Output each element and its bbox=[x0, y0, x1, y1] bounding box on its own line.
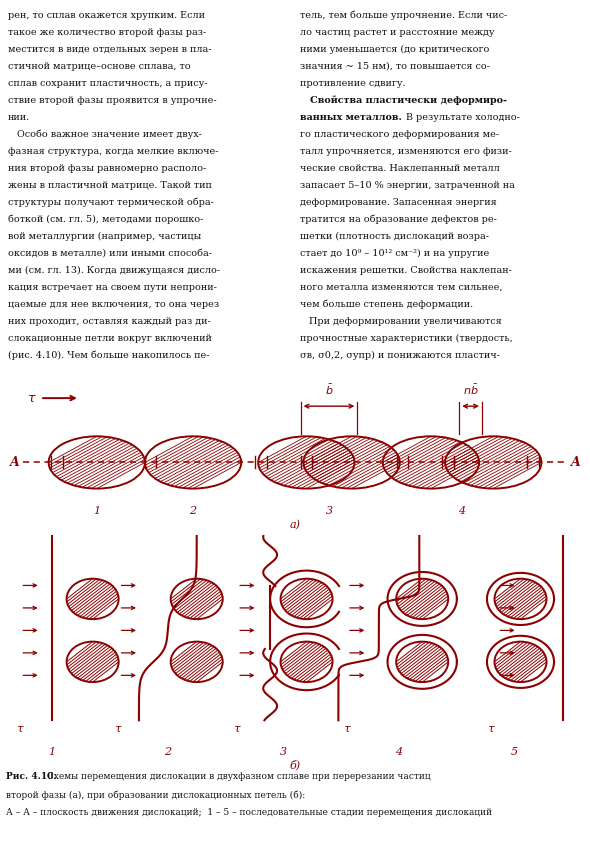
Text: кация встречает на своем пути непрони-: кация встречает на своем пути непрони- bbox=[8, 283, 217, 292]
Text: местится в виде отдельных зерен в пла-: местится в виде отдельных зерен в пла- bbox=[8, 45, 211, 54]
Text: чем больше степень деформации.: чем больше степень деформации. bbox=[300, 299, 473, 309]
Text: $\tau$: $\tau$ bbox=[27, 392, 37, 405]
Text: А – А – плоскость движения дислокаций;  1 – 5 – последовательные стадии перемеще: А – А – плоскость движения дислокаций; 1… bbox=[6, 808, 492, 817]
Text: ми (см. гл. 13). Когда движущаяся дисло-: ми (см. гл. 13). Когда движущаяся дисло- bbox=[8, 266, 220, 275]
Text: структуры получают термической обра-: структуры получают термической обра- bbox=[8, 197, 214, 207]
Text: 1: 1 bbox=[93, 506, 100, 516]
Text: 2: 2 bbox=[164, 747, 171, 756]
Text: Особо важное значение имеет двух-: Особо важное значение имеет двух- bbox=[8, 129, 202, 139]
Text: σв, σ0,2, σупр) и понижаются пластич-: σв, σ0,2, σупр) и понижаются пластич- bbox=[300, 351, 500, 360]
Text: 4: 4 bbox=[395, 747, 402, 756]
Text: стает до 10⁹ – 10¹² см⁻²) и на упругие: стает до 10⁹ – 10¹² см⁻²) и на упругие bbox=[300, 249, 489, 258]
Text: $n\bar{b}$: $n\bar{b}$ bbox=[463, 383, 478, 397]
Text: оксидов в металле) или иными способа-: оксидов в металле) или иными способа- bbox=[8, 249, 212, 258]
Text: Рис. 4.10.: Рис. 4.10. bbox=[6, 772, 57, 781]
Text: $\tau$: $\tau$ bbox=[487, 724, 496, 734]
Text: ванных металлов.: ванных металлов. bbox=[300, 113, 402, 122]
Text: A: A bbox=[571, 456, 580, 469]
Text: 4: 4 bbox=[458, 506, 466, 516]
Text: $\tau$: $\tau$ bbox=[16, 724, 25, 734]
Text: искажения решетки. Свойства наклепан-: искажения решетки. Свойства наклепан- bbox=[300, 266, 512, 275]
Text: 1: 1 bbox=[48, 747, 55, 756]
Text: 2: 2 bbox=[189, 506, 196, 516]
Text: $\tau$: $\tau$ bbox=[233, 724, 241, 734]
Text: В результате холодно-: В результате холодно- bbox=[403, 113, 520, 122]
Text: ния второй фазы равномерно располо-: ния второй фазы равномерно располо- bbox=[8, 164, 206, 173]
Text: го пластического деформирования ме-: го пластического деформирования ме- bbox=[300, 130, 499, 139]
Text: тель, тем больше упрочнение. Если чис-: тель, тем больше упрочнение. Если чис- bbox=[300, 10, 507, 20]
Text: фазная структура, когда мелкие включе-: фазная структура, когда мелкие включе- bbox=[8, 147, 218, 156]
Text: вой металлургии (например, частицы: вой металлургии (например, частицы bbox=[8, 232, 201, 241]
Text: стичной матрице–основе сплава, то: стичной матрице–основе сплава, то bbox=[8, 62, 191, 71]
Text: такое же количество второй фазы раз-: такое же количество второй фазы раз- bbox=[8, 28, 206, 37]
Text: $\bar{b}$: $\bar{b}$ bbox=[324, 383, 333, 397]
Text: Схемы перемещения дислокации в двухфазном сплаве при перерезании частиц: Схемы перемещения дислокации в двухфазно… bbox=[44, 772, 431, 781]
Text: 3: 3 bbox=[326, 506, 333, 516]
Text: талл упрочняется, изменяются его физи-: талл упрочняется, изменяются его физи- bbox=[300, 147, 512, 156]
Text: сплав сохранит пластичность, а прису-: сплав сохранит пластичность, а прису- bbox=[8, 79, 208, 88]
Text: ствие второй фазы проявится в упрочне-: ствие второй фазы проявится в упрочне- bbox=[8, 96, 217, 105]
Text: рен, то сплав окажется хрупким. Если: рен, то сплав окажется хрупким. Если bbox=[8, 11, 205, 20]
Text: ними уменьшается (до критического: ними уменьшается (до критического bbox=[300, 45, 489, 54]
Text: $\tau$: $\tau$ bbox=[114, 724, 123, 734]
Text: нии.: нии. bbox=[8, 113, 30, 122]
Text: боткой (см. гл. 5), методами порошко-: боткой (см. гл. 5), методами порошко- bbox=[8, 214, 204, 224]
Text: запасает 5–10 % энергии, затраченной на: запасает 5–10 % энергии, затраченной на bbox=[300, 181, 515, 190]
Text: значния ~ 15 нм), то повышается со-: значния ~ 15 нм), то повышается со- bbox=[300, 62, 490, 71]
Text: A: A bbox=[10, 456, 19, 469]
Text: второй фазы (а), при образовании дислокационных петель (б):: второй фазы (а), при образовании дислока… bbox=[6, 790, 305, 800]
Text: деформирование. Запасенная энергия: деформирование. Запасенная энергия bbox=[300, 198, 497, 207]
Text: $\tau$: $\tau$ bbox=[343, 724, 352, 734]
Text: тратится на образование дефектов ре-: тратится на образование дефектов ре- bbox=[300, 214, 497, 224]
Text: При деформировании увеличиваются: При деформировании увеличиваются bbox=[300, 317, 502, 326]
Text: них проходит, оставляя каждый раз ди-: них проходит, оставляя каждый раз ди- bbox=[8, 317, 211, 326]
Text: слокационные петли вокруг включений: слокационные петли вокруг включений bbox=[8, 334, 212, 343]
Text: (рис. 4.10). Чем больше накопилось пе-: (рис. 4.10). Чем больше накопилось пе- bbox=[8, 350, 209, 360]
Text: прочностные характеристики (твердость,: прочностные характеристики (твердость, bbox=[300, 334, 513, 343]
Text: Свойства пластически деформиро-: Свойства пластически деформиро- bbox=[300, 95, 507, 105]
Text: ло частиц растет и расстояние между: ло частиц растет и расстояние между bbox=[300, 28, 494, 37]
Text: ного металла изменяются тем сильнее,: ного металла изменяются тем сильнее, bbox=[300, 283, 503, 292]
Text: ческие свойства. Наклепанный металл: ческие свойства. Наклепанный металл bbox=[300, 164, 500, 173]
Text: противление сдвигу.: противление сдвигу. bbox=[300, 79, 405, 88]
Text: 5: 5 bbox=[511, 747, 518, 756]
Text: шетки (плотность дислокаций возра-: шетки (плотность дислокаций возра- bbox=[300, 232, 489, 241]
Text: 3: 3 bbox=[280, 747, 287, 756]
Text: цаемые для нее включения, то она через: цаемые для нее включения, то она через bbox=[8, 300, 219, 309]
Text: б): б) bbox=[290, 760, 300, 771]
Text: жены в пластичной матрице. Такой тип: жены в пластичной матрице. Такой тип bbox=[8, 181, 212, 190]
Text: а): а) bbox=[290, 519, 300, 530]
